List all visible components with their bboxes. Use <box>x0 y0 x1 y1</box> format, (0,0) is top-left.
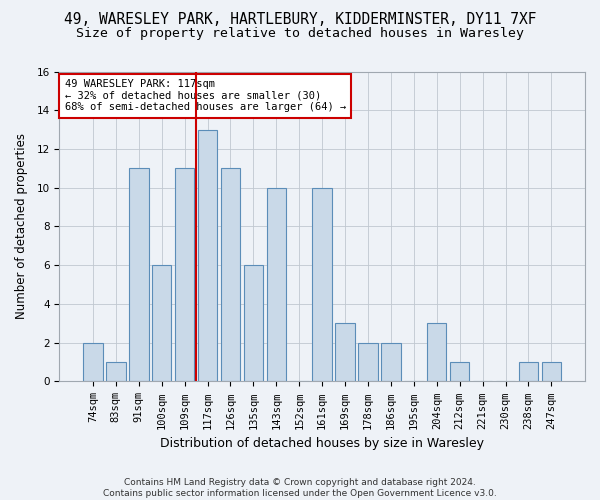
Bar <box>175 168 194 382</box>
Bar <box>129 168 149 382</box>
Text: 49 WARESLEY PARK: 117sqm
← 32% of detached houses are smaller (30)
68% of semi-d: 49 WARESLEY PARK: 117sqm ← 32% of detach… <box>65 79 346 112</box>
Bar <box>198 130 217 382</box>
Bar <box>542 362 561 382</box>
Bar <box>221 168 240 382</box>
Text: Size of property relative to detached houses in Waresley: Size of property relative to detached ho… <box>76 28 524 40</box>
Y-axis label: Number of detached properties: Number of detached properties <box>15 134 28 320</box>
Bar <box>244 265 263 382</box>
Bar <box>519 362 538 382</box>
Bar <box>450 362 469 382</box>
Bar <box>313 188 332 382</box>
X-axis label: Distribution of detached houses by size in Waresley: Distribution of detached houses by size … <box>160 437 484 450</box>
Text: Contains HM Land Registry data © Crown copyright and database right 2024.
Contai: Contains HM Land Registry data © Crown c… <box>103 478 497 498</box>
Bar <box>266 188 286 382</box>
Bar <box>427 324 446 382</box>
Bar <box>358 342 378 382</box>
Bar <box>381 342 401 382</box>
Bar <box>83 342 103 382</box>
Bar <box>106 362 125 382</box>
Text: 49, WARESLEY PARK, HARTLEBURY, KIDDERMINSTER, DY11 7XF: 49, WARESLEY PARK, HARTLEBURY, KIDDERMIN… <box>64 12 536 28</box>
Bar <box>152 265 172 382</box>
Bar <box>335 324 355 382</box>
